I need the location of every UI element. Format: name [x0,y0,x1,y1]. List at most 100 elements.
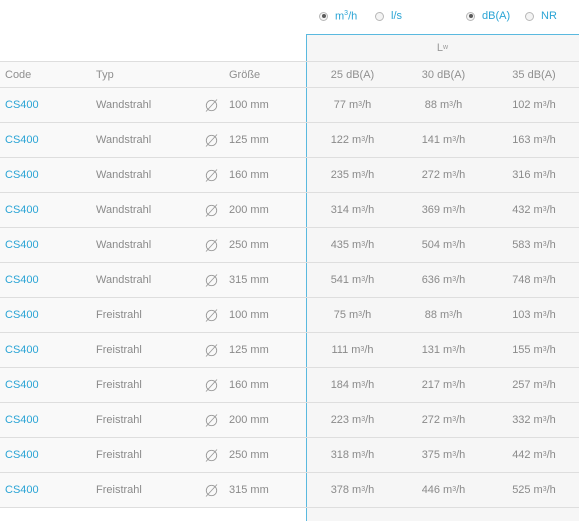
airflow-value: 103 [512,309,531,321]
table-row[interactable]: CS400 Wandstrahl 100 mm 77 m 3/h 88 m 3/h 102 m 3/h [0,88,579,123]
cell-airflow: 314 m 3/h [330,204,375,216]
table-row[interactable]: CS400 Freistrahl 160 mm 184 m 3/h 217 m 3/h 257 m 3… [0,368,579,403]
column-header-level-25[interactable]: 25 dB(A) [330,68,375,81]
cell-typ: Freistrahl [96,379,142,391]
column-header-level-30[interactable]: 30 dB(A) [421,68,466,81]
cell-code[interactable]: CS400 [5,99,39,111]
row-shade [0,298,306,332]
table-row[interactable]: CS400 Wandstrahl 250 mm 435 m 3/h 504 m 3/h 583 m 3… [0,228,579,263]
cell-code[interactable]: CS400 [5,274,39,286]
unit-base: m [352,204,362,216]
unit-base: m [533,204,543,216]
radio-m3h-label[interactable]: m3/h [335,10,358,23]
cell-typ: Freistrahl [96,414,142,426]
airflow-value: 88 [424,309,437,321]
airflow-value: 375 [421,449,441,461]
cell-code[interactable]: CS400 [5,414,39,426]
cell-airflow: 272 m 3/h [421,169,466,181]
unit-base: m [533,309,543,321]
cell-airflow: 163 m 3/h [512,134,556,146]
table-row[interactable]: CS400 Wandstrahl 315 mm 541 m 3/h 636 m 3/h 748 m 3… [0,263,579,298]
cell-airflow: 504 m 3/h [421,239,466,251]
cell-typ: Wandstrahl [96,99,152,111]
cell-code[interactable]: CS400 [5,309,39,321]
unit-base: m [443,274,453,286]
column-header-code[interactable]: Code [5,68,32,81]
cell-airflow: 442 m 3/h [512,449,556,461]
cell-airflow: 332 m 3/h [512,414,556,426]
radio-ls[interactable]: l/s [375,10,402,22]
cell-size: 200 mm [229,204,269,216]
cell-airflow: 217 m 3/h [421,379,466,391]
cell-code[interactable]: CS400 [5,344,39,356]
radio-dot[interactable] [466,11,475,21]
cell-code[interactable]: CS400 [5,379,39,391]
cell-size: 315 mm [229,274,269,286]
cell-size: 250 mm [229,449,269,461]
radio-dot[interactable] [375,11,384,21]
cell-typ: Wandstrahl [96,239,152,251]
airflow-value: 541 [330,274,350,286]
radio-dot[interactable] [319,11,328,21]
airflow-value: 435 [330,239,350,251]
unit-tail: /h [362,309,372,321]
unit-tail: /h [364,344,374,356]
cell-airflow: 102 m 3/h [512,99,556,111]
unit-base: m [533,379,543,391]
table-row[interactable]: CS400 Freistrahl 125 mm 111 m 3/h 131 m 3/h 155 m 3… [0,333,579,368]
cell-airflow: 583 m 3/h [512,239,556,251]
unit-base: m [443,239,453,251]
table-row[interactable]: CS400 Wandstrahl 200 mm 314 m 3/h 369 m 3/h 432 m 3… [0,193,579,228]
unit-base: m [352,484,362,496]
cell-code[interactable]: CS400 [5,239,39,251]
unit-tail: /h [453,309,463,321]
table-row[interactable]: CS400 Freistrahl 200 mm 223 m 3/h 272 m 3/h 332 m 3… [0,403,579,438]
table-row[interactable]: CS400 Wandstrahl 160 mm 235 m 3/h 272 m 3/h 316 m 3… [0,158,579,193]
cell-code[interactable]: CS400 [5,449,39,461]
airflow-value: 748 [512,274,531,286]
airflow-value: 77 [333,99,346,111]
cell-airflow: 541 m 3/h [330,274,375,286]
unit-base: m [348,99,359,111]
unit-tail: /h [365,414,375,426]
column-header-groesse[interactable]: Größe [229,68,261,81]
cell-typ: Wandstrahl [96,274,152,286]
cell-code[interactable]: CS400 [5,204,39,216]
cell-typ: Freistrahl [96,344,142,356]
table-row[interactable]: CS400 Wandstrahl 125 mm 122 m 3/h 141 m 3/h 163 m 3… [0,123,579,158]
cell-code[interactable]: CS400 [5,484,39,496]
diameter-icon [204,158,219,192]
airflow-value: 432 [512,204,531,216]
unit-tail: /h [456,134,466,146]
cell-airflow: 103 m 3/h [512,309,556,321]
unit-base: m [439,309,450,321]
airflow-value: 442 [512,449,531,461]
unit-base: m [533,169,543,181]
unit-tail: /h [546,274,556,286]
cell-airflow: 235 m 3/h [330,169,375,181]
radio-nr[interactable]: NR [525,10,557,22]
radio-dba-label[interactable]: dB(A) [482,10,511,22]
table-row[interactable]: CS400 Freistrahl 315 mm 378 m 3/h 446 m 3/h 525 m 3… [0,473,579,508]
radio-ls-label[interactable]: l/s [391,10,402,22]
cell-code[interactable]: CS400 [5,169,39,181]
airflow-value: 272 [421,414,441,426]
table-row[interactable]: CS400 Freistrahl 250 mm 318 m 3/h 375 m 3/h 442 m 3… [0,438,579,473]
radio-nr-label[interactable]: NR [541,10,557,22]
table-row[interactable]: CS400 Freistrahl 100 mm 75 m 3/h 88 m 3/h 103 m 3/h [0,298,579,333]
airflow-value: 131 [421,344,441,356]
column-header-level-35[interactable]: 35 dB(A) [512,68,556,81]
cell-airflow: 223 m 3/h [330,414,375,426]
airflow-value: 332 [512,414,531,426]
cell-airflow: 446 m 3/h [421,484,466,496]
radio-m3h[interactable]: m3/h [319,10,357,23]
unit-base: m [443,484,453,496]
radio-dot[interactable] [525,11,534,21]
airflow-value: 235 [330,169,350,181]
cell-code[interactable]: CS400 [5,134,39,146]
unit-tail: /h [365,169,375,181]
table-body: CS400 Wandstrahl 100 mm 77 m 3/h 88 m 3/h 102 m 3/h… [0,88,579,508]
diameter-icon [204,123,219,157]
radio-dba[interactable]: dB(A) [466,10,510,22]
column-header-typ[interactable]: Typ [96,68,114,81]
